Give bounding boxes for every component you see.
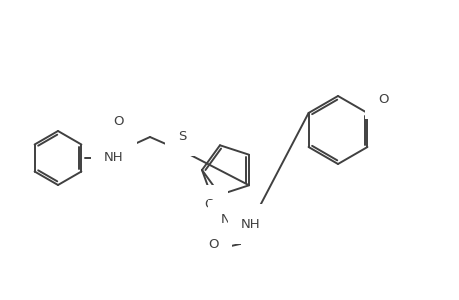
Text: NH: NH bbox=[104, 151, 123, 164]
Text: N: N bbox=[220, 213, 230, 226]
Text: O: O bbox=[113, 115, 124, 128]
Text: O: O bbox=[208, 238, 218, 250]
Text: NH: NH bbox=[241, 218, 260, 230]
Text: O: O bbox=[204, 198, 214, 211]
Text: O: O bbox=[378, 93, 388, 106]
Text: S: S bbox=[178, 130, 186, 143]
